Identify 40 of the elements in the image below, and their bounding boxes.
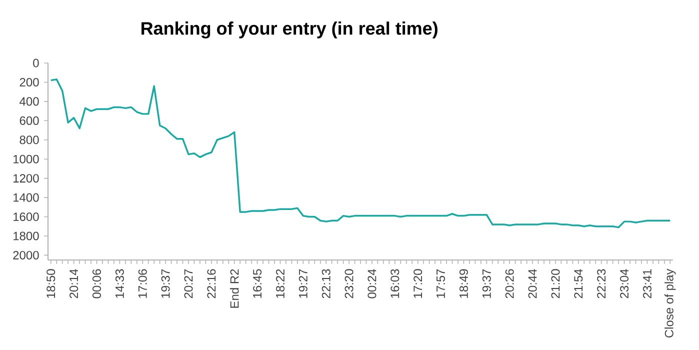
y-tick-label: 1800 (14, 232, 39, 240)
x-tick-label: 17:20 (414, 269, 422, 298)
x-tick-label: 16:45 (253, 269, 262, 298)
x-tick-label: 23:04 (620, 269, 629, 298)
y-tick-label: 400 (20, 97, 39, 106)
x-tick-label: 17:06 (138, 269, 147, 298)
x-tick-label: Close of play (664, 268, 676, 338)
x-tick-label: 14:33 (115, 269, 124, 298)
x-tick-label: 21:20 (551, 269, 560, 298)
x-tick-label: End R2 (230, 269, 239, 308)
y-tick-label: 0 (33, 58, 39, 68)
y-tick-label: 1000 (14, 154, 39, 164)
x-tick-label: 19:27 (298, 269, 308, 298)
x-tick-label: 20:14 (70, 269, 78, 298)
x-tick-label: 20:26 (505, 269, 514, 298)
x-tick-label: 00:06 (92, 269, 101, 298)
x-tick-label: 23:41 (642, 269, 652, 298)
x-tick-label: 22:23 (597, 269, 606, 298)
y-tick-label: 800 (20, 136, 39, 144)
x-tick-label: 22:16 (207, 269, 216, 298)
x-tick-label: 18:22 (276, 269, 284, 298)
y-tick-label: 2000 (13, 250, 39, 260)
x-tick-label: 20:27 (184, 269, 193, 298)
x-tick-label: 23:20 (344, 269, 354, 298)
x-tick-label: 21:54 (574, 269, 583, 298)
y-tick-label: 1400 (14, 193, 39, 202)
x-tick-label: 18:50 (46, 269, 56, 298)
y-tick-label: 200 (20, 78, 39, 86)
x-tick-label: 20:44 (528, 269, 537, 298)
y-tick-label: 600 (20, 116, 39, 125)
x-tick-label: 17:57 (436, 269, 445, 298)
y-tick-label: 1200 (14, 174, 39, 183)
x-tick-label: 19:37 (161, 269, 170, 298)
y-tick-label: 1600 (14, 212, 39, 222)
x-tick-label: 18:49 (459, 269, 468, 298)
x-tick-label: 16:03 (390, 269, 400, 298)
x-tick-label: 00:24 (368, 269, 376, 298)
x-tick-label: 22:13 (322, 269, 330, 298)
chart-title: Ranking of your entry (in real time) (142, 22, 438, 38)
x-tick-label: 19:37 (482, 269, 491, 298)
